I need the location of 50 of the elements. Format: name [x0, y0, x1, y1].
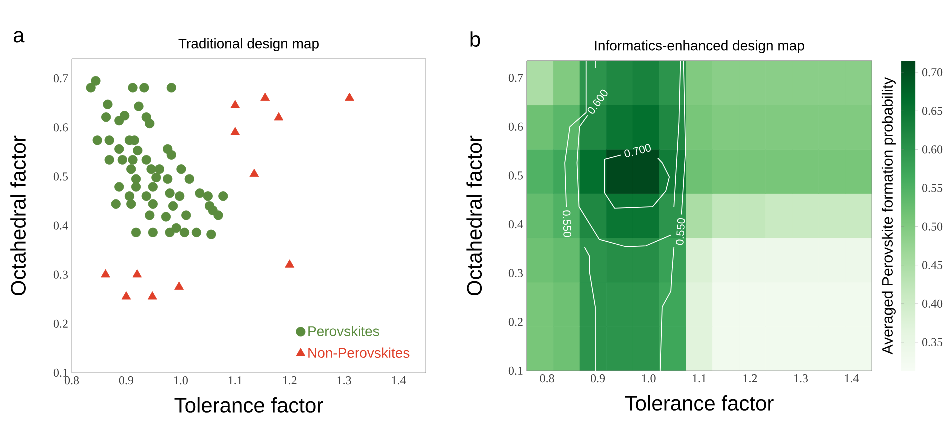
color-bar-label: 0.50 [922, 222, 943, 231]
x-tick-label: 1.3 [338, 376, 352, 385]
x-tick-label: 1.0 [174, 376, 188, 385]
color-bar-label: 0.35 [922, 338, 943, 347]
x-tick-label: 1.4 [392, 376, 406, 385]
x-tick-label: 0.8 [540, 374, 554, 383]
x-tick-label: 0.8 [64, 376, 80, 385]
color-bar-title: Averaged Perovskite formation probability [882, 77, 896, 355]
x-tick-label: 1.2 [744, 374, 758, 383]
text: 0.550 [562, 210, 572, 238]
y-tick-label: 0.7 [508, 74, 524, 82]
x-tick-label: 1.1 [228, 376, 242, 385]
color-bar-label: 0.60 [922, 146, 943, 154]
text: b [470, 32, 480, 48]
x-axis-title: Tolerance factor [625, 396, 774, 411]
y-tick-label: 0.1 [508, 366, 523, 376]
legend-label: Perovskites [308, 326, 380, 336]
y-tick-label: 0.2 [508, 318, 523, 326]
color-bar-label: 0.40 [922, 300, 943, 308]
text: 0.550 [676, 218, 686, 246]
color-bar-label: 0.45 [922, 261, 943, 270]
y-tick-label: 0.7 [54, 74, 68, 83]
x-axis-title: Tolerance factor [174, 398, 324, 413]
legend-label: Non-Perovskites [308, 348, 410, 358]
x-tick-label: 1.2 [283, 376, 297, 385]
chart-title: Informatics-enhanced design map [595, 40, 804, 54]
x-tick-label: 0.9 [590, 374, 606, 383]
x-tick-label: 1.3 [794, 374, 808, 383]
y-tick-label: 0.3 [508, 269, 524, 278]
y-tick-label: 0.3 [54, 270, 68, 279]
x-tick-label: 1.4 [845, 374, 860, 383]
color-bar-label: 0.70 [922, 68, 943, 77]
y-tick-label: 0.4 [54, 222, 68, 230]
text: 0.700 [624, 144, 651, 158]
y-tick-label: 0.4 [508, 220, 524, 229]
color-bar-label: 0.55 [922, 184, 943, 192]
y-tick-label: 0.6 [508, 122, 524, 131]
x-tick-label: 0.9 [119, 376, 134, 385]
y-tick-label: 0.1 [54, 368, 68, 378]
x-tick-label: 1.0 [642, 374, 656, 383]
y-tick-label: 0.2 [54, 320, 68, 328]
y-tick-label: 0.6 [54, 124, 68, 132]
chart-title: Traditional design map [178, 38, 319, 52]
color-bar-label: 0.65 [922, 107, 943, 116]
text: a [14, 31, 25, 43]
y-tick-label: 0.5 [54, 172, 68, 181]
y-axis-title: Octahedral factor [466, 136, 482, 296]
y-tick-label: 0.5 [508, 172, 524, 180]
x-tick-label: 1.1 [693, 374, 706, 383]
y-axis-title: Octahedral factor [10, 136, 26, 296]
